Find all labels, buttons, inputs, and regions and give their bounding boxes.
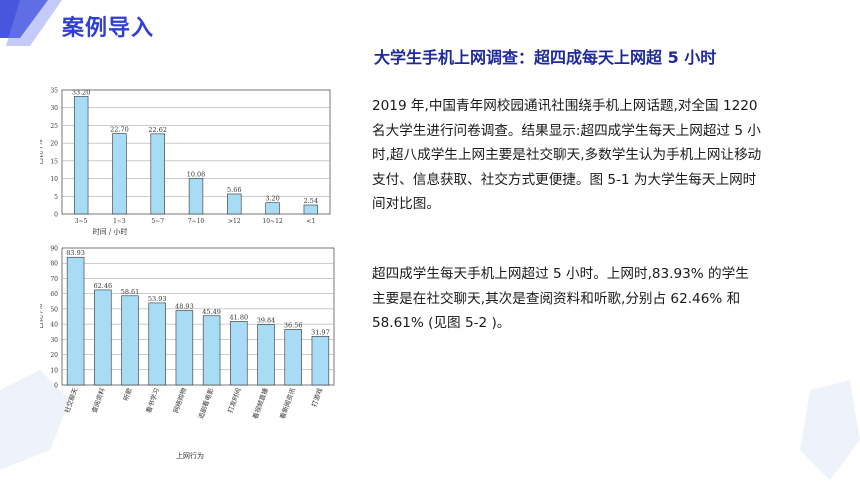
x-axis-label: 时间 / 小时 (93, 227, 128, 236)
bar (66, 256, 85, 386)
y-tick-label: 10 (50, 176, 58, 183)
x-tick-label: 1~3 (113, 218, 126, 225)
x-tick-label: 3~5 (75, 218, 88, 225)
bar (284, 329, 302, 386)
corner-decoration (0, 0, 62, 46)
bar (303, 204, 319, 215)
data-label: 58.61 (121, 288, 140, 296)
data-label: 62.46 (93, 282, 112, 290)
data-label: 2.54 (304, 197, 318, 205)
bar (202, 315, 221, 386)
x-axis-label: 上网行为 (176, 451, 204, 460)
y-tick-label: 0 (54, 212, 58, 219)
bar (230, 321, 248, 386)
bar (73, 96, 89, 215)
bar (150, 133, 165, 215)
background-hexagon-right (800, 380, 860, 480)
y-tick-label: 80 (50, 261, 58, 268)
x-tick-label: <1 (306, 218, 315, 225)
bar (311, 336, 330, 386)
x-tick-label: 查阅资料 (89, 386, 107, 414)
chart-online-behavior: 0 10 20 30 40 50 60 70 80 90 占比 /% 83.93 社交聊天 62.46 查阅… (40, 246, 335, 460)
x-tick-label: 看新闻资讯 (278, 386, 298, 420)
y-tick-label: 50 (50, 306, 58, 313)
y-tick-label: 0 (54, 383, 58, 390)
x-tick-label: 听歌 (121, 386, 134, 402)
bar (148, 302, 166, 386)
bar (188, 177, 204, 215)
x-tick-label: >12 (228, 218, 241, 225)
data-label: 53.93 (148, 295, 167, 303)
chart-daily-online-time: 0 5 10 15 20 25 30 35 占比 /% 33.20 3~5 22.70 1~3 22.62… (40, 88, 331, 236)
data-label: 10.08 (187, 170, 206, 178)
data-label: 39.84 (257, 316, 276, 324)
data-label: 22.62 (148, 126, 167, 134)
y-tick-label: 90 (50, 246, 58, 253)
data-label: 45.49 (202, 308, 221, 316)
bar (121, 295, 139, 386)
y-tick-label: 25 (50, 123, 58, 130)
data-label: 41.80 (229, 313, 248, 321)
y-tick-label: 20 (50, 352, 58, 359)
background-hexagon-left (0, 370, 70, 470)
bar (112, 133, 127, 215)
x-tick-label: 看视频直播 (250, 386, 270, 420)
bar (257, 324, 275, 386)
y-tick-label: 60 (50, 291, 58, 298)
y-tick-label: 30 (50, 105, 58, 112)
y-tick-label: 30 (50, 337, 58, 344)
y-tick-label: 40 (50, 322, 58, 329)
data-label: 48.93 (175, 303, 194, 311)
x-tick-label: 追剧看电影 (196, 386, 216, 420)
y-tick-label: 15 (50, 158, 58, 165)
y-tick-label: 5 (54, 194, 58, 201)
data-label: 36.56 (284, 321, 303, 329)
data-label: 83.93 (66, 249, 85, 257)
bar (265, 202, 280, 215)
bar (175, 310, 194, 386)
paragraph-1: 2019 年,中国青年网校园通讯社围绕手机上网话题,对全国 1220 名大学生进… (372, 98, 762, 212)
data-label: 5.66 (227, 186, 241, 194)
x-tick-label: 社交聊天 (62, 386, 80, 414)
x-tick-label: 看书学习 (144, 387, 161, 415)
x-tick-label: 打游戏 (309, 386, 324, 408)
data-label: 31.97 (311, 328, 330, 336)
bar (94, 289, 112, 386)
x-tick-label: 打发时间 (225, 387, 242, 415)
data-label: 33.20 (72, 88, 91, 96)
article-heading: 大学生手机上网调查：超四成每天上网超 5 小时 (374, 48, 717, 67)
paragraph-2: 超四成学生每天手机上网超过 5 小时。上网时,83.93% 的学生主要是在社交聊… (372, 266, 749, 331)
x-tick-label: 5~7 (151, 218, 164, 225)
x-tick-label: 网络购物 (171, 386, 189, 414)
x-tick-label: 10~12 (262, 218, 282, 225)
x-tick-label: 7~10 (188, 218, 205, 225)
bar (227, 193, 242, 215)
y-tick-label: 70 (50, 276, 58, 283)
data-label: 3.20 (265, 195, 279, 203)
y-axis-label: 占比 /% (40, 304, 44, 330)
y-tick-label: 20 (50, 141, 58, 148)
page-title: 案例导入 (62, 16, 155, 41)
data-label: 22.70 (110, 126, 129, 134)
y-tick-label: 10 (50, 367, 58, 374)
y-tick-label: 35 (50, 88, 58, 95)
y-axis-label: 占比 /% (40, 139, 44, 165)
